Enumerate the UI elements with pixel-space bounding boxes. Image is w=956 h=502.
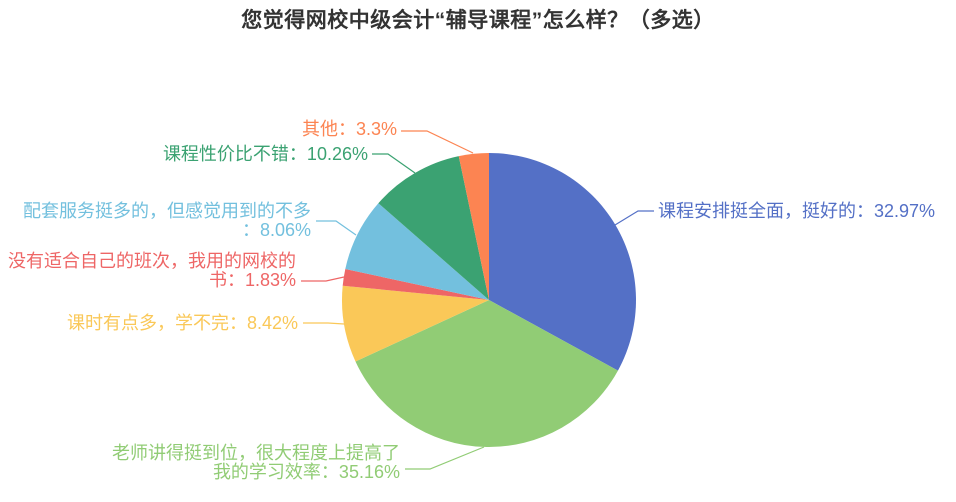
slice-label-2: 课时有点多，学不完：8.42%: [66, 312, 298, 333]
pie-slice-3[interactable]: [342, 269, 489, 300]
leader-line-1: [405, 446, 485, 470]
slice-label-4: 配套服务挺多的，但感觉用到的不多 ：8.06%: [23, 202, 311, 240]
pie-slice-2[interactable]: [342, 285, 489, 362]
leader-line-5: [372, 153, 416, 174]
leader-line-6: [401, 130, 474, 154]
slice-label-0-line-0: 课程安排挺全面，挺好的：32.97%: [658, 200, 936, 221]
slice-label-6: 其他：3.3%: [301, 118, 397, 139]
slice-label-2-line-0: 课时有点多，学不完：8.42%: [66, 312, 298, 333]
chart-title: 您觉得网校中级会计“辅导课程”怎么样？（多选）: [241, 9, 715, 32]
slice-label-5: 课程性价比不错：10.26%: [162, 143, 368, 164]
slice-label-0: 课程安排挺全面，挺好的：32.97%: [658, 200, 936, 221]
pie-slice-4[interactable]: [345, 203, 489, 300]
pie-slice-1[interactable]: [355, 300, 618, 448]
pie-slice-6[interactable]: [458, 153, 489, 300]
slice-label-1-line-0: 老师讲得挺到位，很大程度上提高了: [112, 443, 400, 463]
slice-label-1-line-1: 我的学习效率：35.16%: [212, 462, 400, 482]
slice-label-3: 没有适合自己的班次，我用的网校的 书：1.83%: [8, 252, 296, 290]
slice-label-5-line-0: 课程性价比不错：10.26%: [162, 143, 368, 164]
slice-label-3-line-1: 书：1.83%: [208, 270, 296, 290]
leader-line-3: [301, 276, 345, 282]
slice-label-3-line-0: 没有适合自己的班次，我用的网校的: [8, 251, 296, 271]
leader-lines-group: [301, 130, 654, 470]
slice-label-6-line-0: 其他：3.3%: [301, 118, 397, 139]
leader-line-4: [316, 220, 357, 236]
slice-label-4-line-1: ：8.06%: [241, 220, 311, 240]
pie-slice-5[interactable]: [378, 156, 489, 300]
slice-label-1: 老师讲得挺到位，很大程度上提高了 我的学习效率：35.16%: [112, 444, 400, 482]
pie-slices-group: [342, 153, 636, 448]
leader-line-2: [303, 322, 345, 325]
slice-label-4-line-0: 配套服务挺多的，但感觉用到的不多: [23, 201, 311, 221]
pie-slice-0[interactable]: [489, 153, 636, 371]
leader-line-0: [614, 210, 654, 226]
